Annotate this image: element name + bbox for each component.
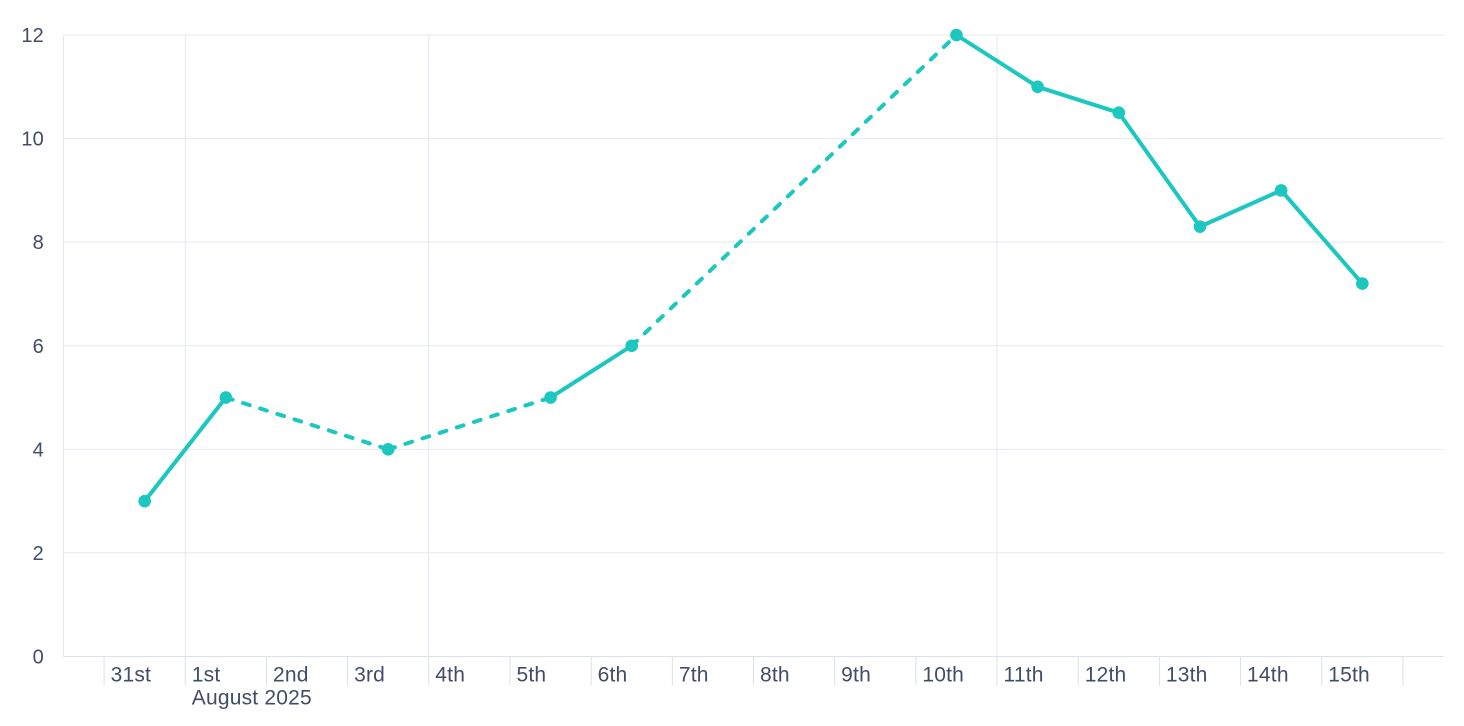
- x-tick-label: 2nd: [273, 664, 309, 687]
- data-point-marker[interactable]: [1112, 106, 1126, 119]
- y-tick-label: 2: [33, 543, 44, 565]
- data-point-marker[interactable]: [1031, 80, 1044, 94]
- series-segment-dashed: [386, 395, 553, 452]
- x-tick-label: 5th: [516, 664, 546, 687]
- x-tick-label: 31st: [111, 664, 151, 687]
- y-tick-label: 10: [21, 129, 44, 151]
- x-tick-label: 11th: [1004, 664, 1044, 687]
- series-segment-dashed: [223, 395, 391, 452]
- data-point-marker[interactable]: [138, 494, 151, 508]
- series-segment-solid: [142, 395, 228, 504]
- x-tick-label: 14th: [1247, 664, 1289, 687]
- x-tick-label: 8th: [760, 664, 790, 687]
- series-segment-solid: [954, 33, 1040, 89]
- x-tick-label: 1st: [192, 664, 221, 687]
- x-tick-label: 13th: [1166, 664, 1208, 687]
- y-tick-label: 4: [33, 439, 44, 461]
- data-point-marker[interactable]: [950, 28, 963, 42]
- y-tick-label: 6: [33, 336, 44, 358]
- x-tick-label: 6th: [598, 664, 628, 687]
- data-point-marker[interactable]: [625, 339, 639, 353]
- data-point-marker[interactable]: [1356, 277, 1369, 290]
- series-segment-solid: [548, 343, 634, 400]
- data-point-marker[interactable]: [544, 391, 557, 404]
- data-point-marker[interactable]: [1193, 220, 1207, 233]
- x-tick-label: 4th: [435, 664, 465, 687]
- x-tick-label: 15th: [1328, 664, 1370, 687]
- series-segment-solid: [1116, 110, 1202, 229]
- data-point-marker[interactable]: [381, 443, 395, 456]
- y-tick-label: 12: [21, 25, 44, 47]
- series-segment-dashed: [629, 33, 959, 348]
- x-tick-label: 9th: [841, 664, 871, 687]
- data-point-marker[interactable]: [219, 391, 233, 404]
- x-tick-label: 10th: [922, 664, 964, 687]
- y-tick-label: 0: [33, 647, 44, 669]
- data-point-marker[interactable]: [1274, 184, 1288, 197]
- month-label: August 2025: [192, 687, 312, 710]
- x-tick-label: 3rd: [354, 664, 385, 687]
- x-tick-label: 7th: [679, 664, 709, 687]
- x-tick-label: 12th: [1085, 664, 1127, 687]
- series-segment-solid: [1279, 188, 1365, 286]
- series-segment-solid: [1197, 188, 1284, 229]
- y-tick-label: 8: [33, 232, 44, 254]
- series-segment-solid: [1035, 84, 1121, 115]
